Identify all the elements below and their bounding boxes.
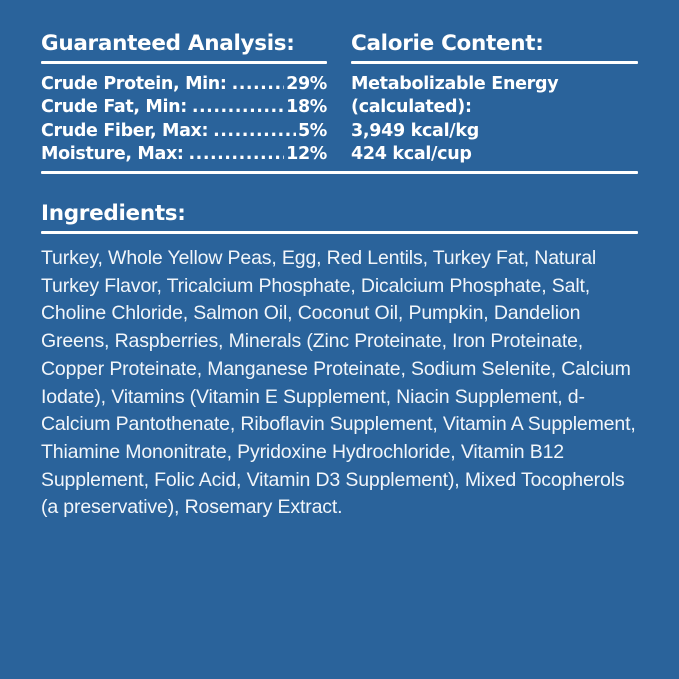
top-section: Guaranteed Analysis: Crude Protein, Min:… bbox=[0, 0, 679, 166]
calorie-content-body: Metabolizable Energy (calculated): 3,949… bbox=[351, 73, 638, 166]
dot-leader: .................. bbox=[188, 143, 285, 164]
ingredients-section: Ingredients: Turkey, Whole Yellow Peas, … bbox=[41, 201, 638, 522]
calorie-line: 424 kcal/cup bbox=[351, 143, 472, 164]
calorie-line: 3,949 kcal/kg bbox=[351, 120, 479, 141]
calorie-content-section: Calorie Content: Metabolizable Energy (c… bbox=[351, 31, 638, 166]
ingredients-text: Turkey, Whole Yellow Peas, Egg, Red Lent… bbox=[41, 247, 636, 519]
dot-leader: .......... bbox=[231, 74, 285, 95]
calorie-line: Metabolizable Energy bbox=[351, 74, 559, 95]
guaranteed-analysis-rule bbox=[41, 61, 327, 65]
nutrient-value: 5% bbox=[297, 120, 327, 141]
calorie-content-heading: Calorie Content: bbox=[351, 31, 544, 56]
nutrient-name: Crude Fat, Min: bbox=[41, 97, 187, 118]
nutrient-value: 18% bbox=[286, 97, 327, 118]
calorie-content-rule bbox=[351, 61, 638, 65]
guaranteed-analysis-row: Crude Fat, Min: .................. 18% bbox=[41, 96, 327, 119]
guaranteed-analysis-row: Crude Protein, Min: .......... 29% bbox=[41, 73, 327, 96]
guaranteed-analysis-row: Moisture, Max: .................. 12% bbox=[41, 143, 327, 166]
section-divider bbox=[41, 171, 638, 174]
nutrient-name: Crude Protein, Min: bbox=[41, 74, 227, 95]
nutrient-value: 29% bbox=[286, 74, 327, 95]
nutrient-name: Crude Fiber, Max: bbox=[41, 120, 209, 141]
guaranteed-analysis-heading: Guaranteed Analysis: bbox=[41, 31, 295, 56]
dot-leader: .................. bbox=[191, 97, 285, 118]
calorie-line: (calculated): bbox=[351, 97, 472, 118]
ingredients-rule bbox=[41, 231, 638, 235]
guaranteed-analysis-section: Guaranteed Analysis: Crude Protein, Min:… bbox=[41, 31, 327, 166]
guaranteed-analysis-row: Crude Fiber, Max: ................ 5% bbox=[41, 120, 327, 143]
nutrient-value: 12% bbox=[286, 143, 327, 164]
guaranteed-analysis-list: Crude Protein, Min: .......... 29% Crude… bbox=[41, 73, 327, 166]
dot-leader: ................ bbox=[213, 120, 296, 141]
nutrient-name: Moisture, Max: bbox=[41, 143, 184, 164]
ingredients-heading: Ingredients: bbox=[41, 201, 186, 226]
